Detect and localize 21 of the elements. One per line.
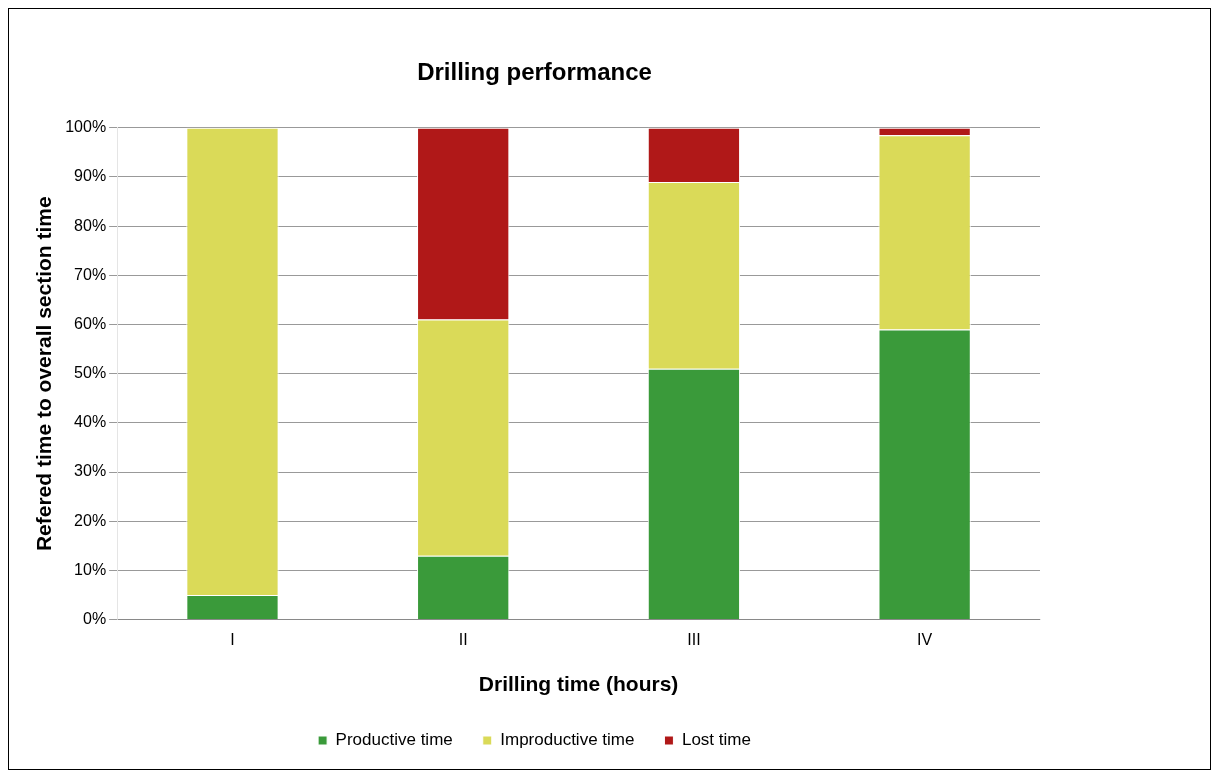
y-tick-label: 30% bbox=[74, 462, 107, 480]
legend-label: Productive time bbox=[335, 730, 453, 750]
y-axis-title: Refered time to overall section time bbox=[32, 196, 56, 552]
y-tick-label: 70% bbox=[74, 265, 107, 283]
chart-title: Drilling performance bbox=[417, 58, 652, 86]
x-axis-title: Drilling time (hours) bbox=[478, 672, 679, 696]
y-tick-label: 10% bbox=[74, 560, 107, 578]
legend-label: Lost time bbox=[681, 730, 751, 750]
x-tick-label: I bbox=[230, 630, 235, 648]
y-tick-label: 50% bbox=[74, 364, 107, 382]
y-tick-label: 0% bbox=[83, 610, 107, 628]
y-tick-label: 100% bbox=[65, 118, 107, 136]
y-tick-label: 60% bbox=[74, 314, 107, 332]
y-tick-label: 80% bbox=[74, 216, 107, 234]
y-tick-label: 90% bbox=[74, 167, 107, 185]
y-tick-label: 40% bbox=[74, 413, 107, 431]
x-tick-label: IV bbox=[917, 630, 933, 648]
legend-label: Improductive time bbox=[500, 730, 635, 750]
x-tick-label: III bbox=[687, 630, 701, 648]
x-tick-label: II bbox=[458, 630, 468, 648]
y-tick-label: 20% bbox=[74, 511, 107, 529]
